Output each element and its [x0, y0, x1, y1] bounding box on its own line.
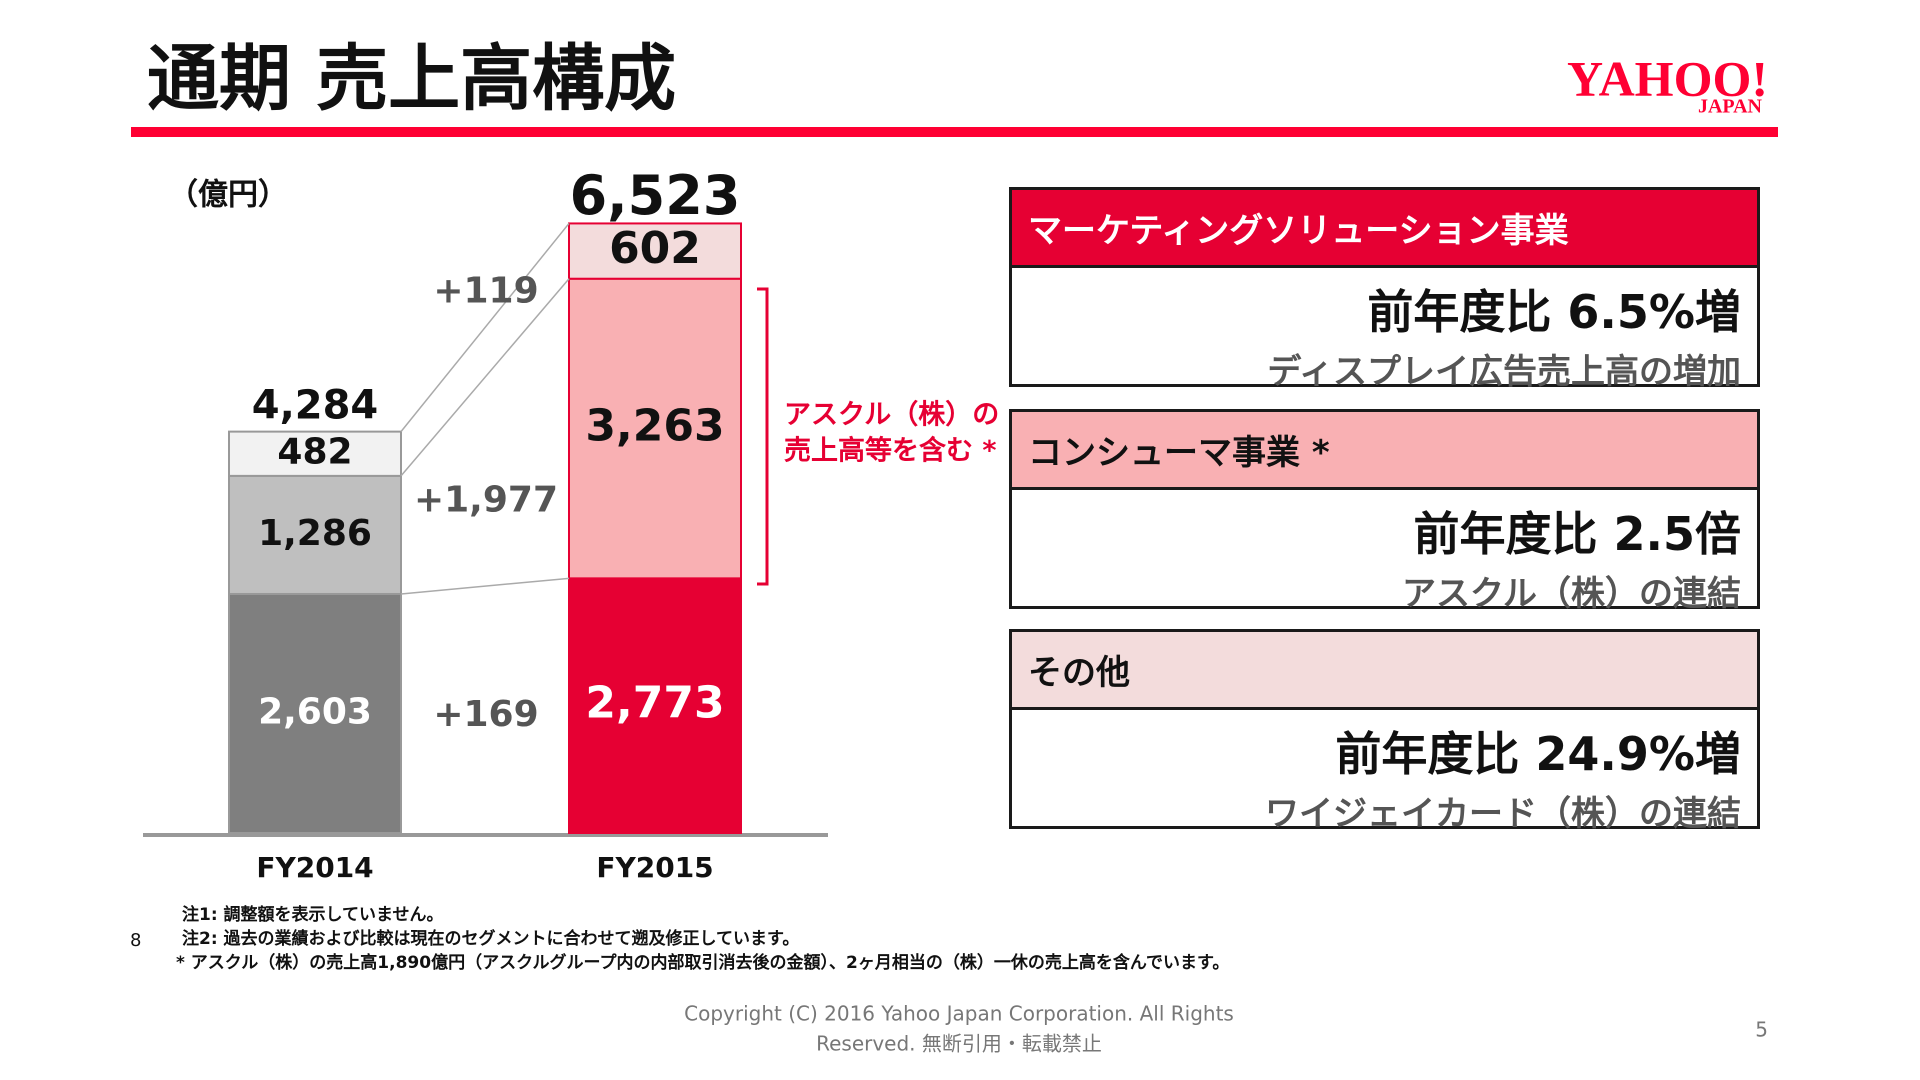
x-tick-label: FY2014: [256, 851, 373, 884]
panel: その他 前年度比 24.9%増ワイジェイカード（株）の連結: [1009, 629, 1760, 834]
panel-detail: ディスプレイ広告売上高の増加: [1267, 352, 1741, 392]
bar-segment: [568, 222, 742, 280]
connector: [400, 577, 570, 595]
unit-label: （億円）: [168, 178, 288, 213]
value-label: 3,263: [585, 401, 724, 452]
panel-header: その他: [1012, 632, 1757, 710]
connector: [400, 222, 570, 433]
panel-headline: 前年度比 6.5%増: [1367, 285, 1741, 339]
bar-segment: [228, 474, 402, 595]
value-label: 2,773: [585, 678, 724, 729]
panel: マーケティングソリューション事業 前年度比 6.5%増ディスプレイ広告売上高の増…: [1009, 187, 1760, 392]
change-label: +169: [433, 694, 538, 735]
panel-header: マーケティングソリューション事業: [1012, 190, 1757, 268]
panel-detail: ワイジェイカード（株）の連結: [1265, 794, 1741, 834]
total-label: 4,284: [252, 383, 379, 429]
change-label: +119: [433, 270, 538, 311]
note: 注1: 調整額を表示していません。: [182, 904, 444, 925]
bar-segment: [228, 592, 402, 835]
connector: [400, 278, 570, 477]
panel-detail: アスクル（株）の連結: [1402, 574, 1741, 614]
title-rule: [131, 127, 1778, 137]
slide-title: 通期 売上高構成: [147, 37, 676, 121]
x-tick-label: FY2015: [596, 851, 713, 884]
note: 注2: 過去の業績および比較は現在のセグメントに合わせて遡及修正しています。: [182, 928, 799, 949]
panel-headline: 前年度比 24.9%増: [1335, 727, 1741, 781]
copyright: Copyright (C) 2016 Yahoo Japan Corporati…: [684, 1002, 1234, 1026]
value-label: 602: [609, 223, 701, 274]
logo-sub: JAPAN: [1698, 96, 1763, 118]
bar-segment: [568, 577, 742, 834]
logo: YAHOO!: [1567, 50, 1768, 106]
value-label: 482: [277, 432, 352, 473]
value-label: 1,286: [258, 513, 372, 554]
copyright: Reserved. 無断引用・転載禁止: [816, 1032, 1102, 1056]
value-label: 2,603: [258, 691, 372, 732]
annotation: 売上高等を含む *: [784, 435, 997, 467]
page-marker: 8: [130, 930, 141, 951]
bar-segment: [228, 430, 402, 477]
panel-header: コンシューマ事業 *: [1012, 412, 1757, 490]
panel-headline: 前年度比 2.5倍: [1413, 507, 1741, 561]
note: * アスクル（株）の売上高1,890億円（アスクルグループ内の内部取引消去後の金…: [176, 952, 1229, 973]
total-label: 6,523: [570, 164, 741, 227]
panel: コンシューマ事業 * 前年度比 2.5倍アスクル（株）の連結: [1009, 409, 1760, 614]
page-number: 5: [1755, 1018, 1768, 1042]
annotation: アスクル（株）の: [784, 400, 999, 431]
bracket: [757, 287, 769, 586]
change-label: +1,977: [414, 480, 558, 521]
